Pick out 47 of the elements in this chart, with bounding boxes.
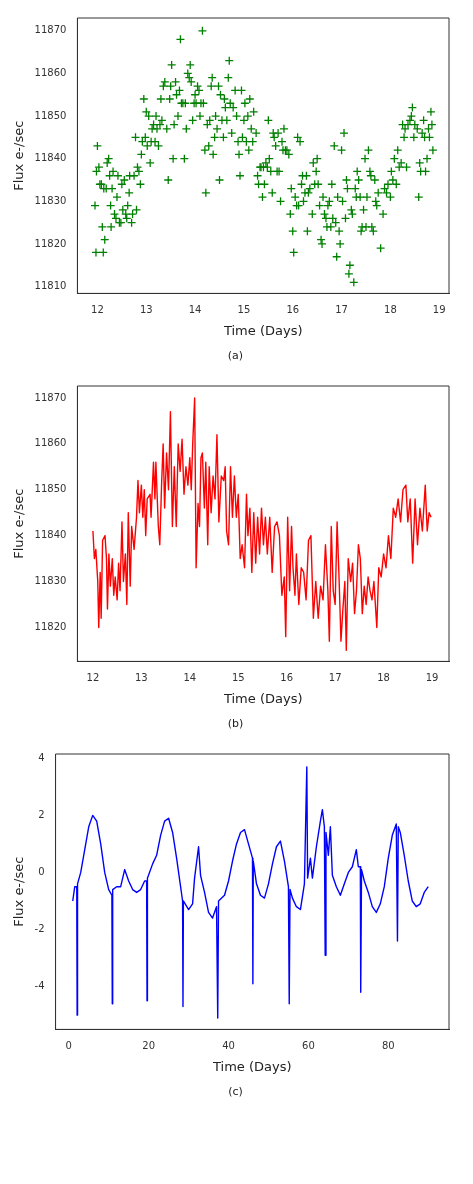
x-axis-title: Time (Days) <box>212 1058 292 1074</box>
y-tick-label: 11840 <box>34 152 67 164</box>
y-axis-title: Flux e-/sec <box>11 488 27 559</box>
y-axis-title: Flux e-/sec <box>11 856 27 927</box>
y-tick-label: 11870 <box>34 24 67 36</box>
x-tick-label: 16 <box>286 303 300 315</box>
y-tick-label: 11870 <box>34 391 67 403</box>
x-tick-label: 14 <box>188 303 202 315</box>
y-tick-label: 11860 <box>34 437 67 449</box>
x-tick-label: 15 <box>237 303 251 315</box>
x-tick-label: 20 <box>142 1039 155 1051</box>
text: (c) <box>227 1085 244 1098</box>
x-tick-label: 60 <box>302 1039 315 1051</box>
y-tick-label: 11810 <box>34 280 67 292</box>
x-axis-title: Time (Days) <box>222 690 303 706</box>
x-tick-label: 18 <box>377 671 390 683</box>
x-tick-label: 15 <box>231 671 245 683</box>
x-tick-label: 19 <box>432 303 446 315</box>
y-tick-label: 11830 <box>34 575 67 587</box>
x-tick-label: 40 <box>222 1039 235 1051</box>
x-tick-label: 12 <box>86 671 100 683</box>
y-tick-label: 11860 <box>34 67 67 79</box>
x-tick-label: 17 <box>328 671 342 683</box>
x-tick-label: 18 <box>384 303 397 315</box>
x-axis-title: Time (Days) <box>222 322 303 338</box>
x-tick-label: 13 <box>134 671 148 683</box>
y-tick-label: 2 <box>38 808 45 820</box>
y-tick-label: 4 <box>38 751 45 763</box>
y-tick-label: 0 <box>38 866 45 878</box>
y-tick-label: 11820 <box>34 237 67 249</box>
x-tick-label: 17 <box>335 303 348 315</box>
y-axis-title: Flux e-/sec <box>11 120 27 191</box>
y-tick-label: -2 <box>34 923 45 935</box>
x-tick-label: 80 <box>381 1039 395 1051</box>
y-tick-label: 11840 <box>34 529 67 541</box>
x-tick-label: 19 <box>425 671 439 683</box>
y-tick-label: 11830 <box>34 194 67 206</box>
x-tick-label: 13 <box>139 303 153 315</box>
y-tick-label: -4 <box>34 980 45 992</box>
y-tick-label: 11850 <box>34 483 67 495</box>
x-tick-label: 14 <box>183 671 197 683</box>
y-tick-label: 11820 <box>34 621 67 633</box>
text: (b) <box>226 717 245 730</box>
x-tick-label: 12 <box>91 303 104 315</box>
y-tick-label: 11850 <box>34 109 67 121</box>
x-tick-label: 16 <box>280 671 294 683</box>
text: (a) <box>226 349 245 362</box>
